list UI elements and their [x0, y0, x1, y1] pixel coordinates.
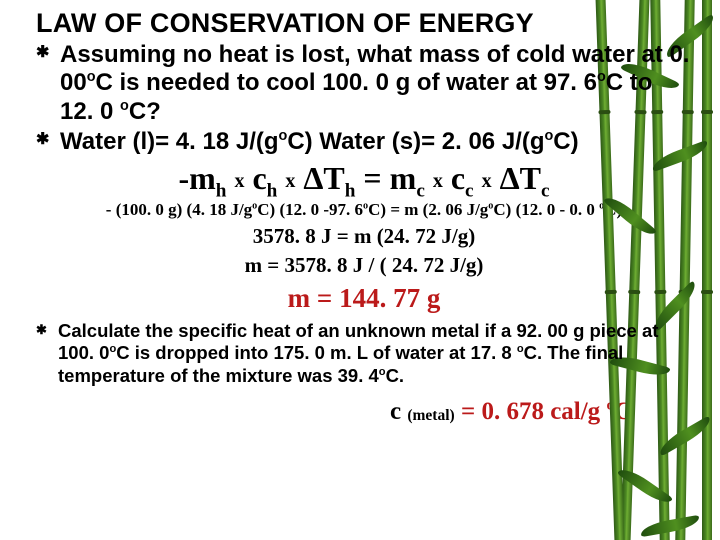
- eq-equals: =: [355, 160, 389, 196]
- main-bullets: Assuming no heat is lost, what mass of c…: [36, 41, 692, 156]
- text: Water (l)= 4. 18 J/(g: [60, 128, 279, 155]
- final-label: c: [390, 398, 407, 425]
- text: C is dropped into 175. 0 m. L of water a…: [116, 342, 517, 363]
- eq-part: -m: [178, 160, 215, 196]
- work-line-3: m = 3578. 8 J / ( 24. 72 J/g): [36, 251, 692, 279]
- text: C is needed to cool 100. 0 g of water at…: [96, 69, 598, 96]
- eq-part: c: [443, 160, 465, 196]
- text: C?: [129, 98, 161, 125]
- text: C): [604, 200, 622, 219]
- degree-sup: o: [379, 366, 386, 378]
- followup-bullets: Calculate the specific heat of an unknow…: [36, 320, 692, 388]
- eq-part: [425, 160, 433, 196]
- slide-content: LAW OF CONSERVATION OF ENERGY Assuming n…: [0, 0, 720, 540]
- work-line-1: - (100. 0 g) (4. 18 J/goC) (12. 0 -97. 6…: [36, 199, 692, 222]
- text: C) Water (s)= 2. 06 J/(g: [287, 128, 544, 155]
- slide-title: LAW OF CONSERVATION OF ENERGY: [36, 8, 692, 39]
- eq-x: x: [285, 170, 295, 192]
- answer-line: m = 144. 77 g: [36, 283, 692, 314]
- bullet-problem: Assuming no heat is lost, what mass of c…: [36, 41, 692, 126]
- eq-x: x: [234, 170, 244, 192]
- degree-sup: o: [597, 69, 606, 85]
- text: C.: [386, 365, 405, 386]
- degree-sup: o: [87, 69, 96, 85]
- degree-sup: o: [606, 397, 614, 413]
- degree-sup: o: [120, 98, 129, 114]
- text: C) (12. 0 - 0. 0: [493, 200, 599, 219]
- text: C) = m (2. 06 J/g: [368, 200, 488, 219]
- final-unit: C: [614, 398, 632, 425]
- eq-part: [474, 160, 482, 196]
- text: C): [553, 128, 578, 155]
- degree-sup: o: [545, 128, 554, 144]
- eq-x: x: [433, 170, 443, 192]
- text: C) (12. 0 -97. 6: [257, 200, 363, 219]
- eq-x: x: [482, 170, 492, 192]
- work-line-2: 3578. 8 J = m (24. 72 J/g): [36, 222, 692, 250]
- eq-part: ΔT: [295, 160, 344, 196]
- main-equation: -mh x ch x ΔTh = mc x cc x ΔTc: [36, 160, 692, 197]
- bullet-followup: Calculate the specific heat of an unknow…: [36, 320, 692, 388]
- degree-sup: o: [279, 128, 288, 144]
- answer-value: 144. 77 g: [339, 283, 440, 313]
- text: - (100. 0 g) (4. 18 J/g: [106, 200, 252, 219]
- degree-sup: o: [517, 343, 524, 355]
- eq-part: m: [390, 160, 417, 196]
- eq-part: c: [244, 160, 266, 196]
- final-paren: (metal): [407, 407, 454, 424]
- final-eq: =: [455, 398, 482, 425]
- final-answer: c (metal) = 0. 678 cal/g oC: [36, 398, 632, 426]
- eq-part: ΔT: [492, 160, 541, 196]
- bullet-givens: Water (l)= 4. 18 J/(goC) Water (s)= 2. 0…: [36, 128, 692, 156]
- answer-label: m =: [288, 283, 339, 313]
- final-value: 0. 678 cal/g: [481, 398, 606, 425]
